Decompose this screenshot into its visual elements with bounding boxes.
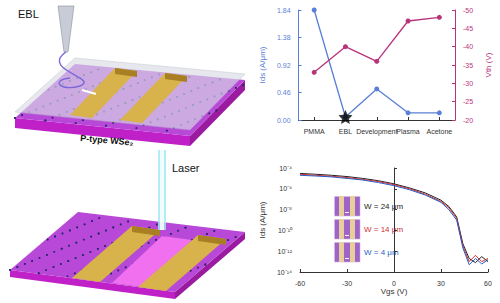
svg-text:Acetone: Acetone: [426, 128, 452, 135]
svg-text:W = 4 μm: W = 4 μm: [364, 248, 399, 257]
svg-text:PMMA: PMMA: [304, 128, 325, 135]
svg-text:EBL: EBL: [18, 8, 39, 20]
svg-text:10⁻⁶: 10⁻⁶: [279, 185, 292, 192]
svg-text:1.38: 1.38: [277, 34, 291, 41]
svg-text:Plasma: Plasma: [396, 128, 419, 135]
svg-text:-50: -50: [463, 7, 473, 14]
svg-text:10⁻¹⁴: 10⁻¹⁴: [277, 269, 292, 276]
svg-text:60: 60: [484, 280, 492, 287]
svg-text:1.84: 1.84: [277, 7, 291, 14]
svg-text:Vth (V): Vth (V): [484, 52, 493, 77]
svg-text:0.46: 0.46: [277, 89, 291, 96]
svg-text:W = 24 μm: W = 24 μm: [364, 202, 403, 211]
svg-text:-20: -20: [463, 117, 473, 124]
svg-text:0.92: 0.92: [277, 62, 291, 69]
svg-text:10⁻¹²: 10⁻¹²: [278, 248, 293, 255]
svg-text:Development: Development: [356, 128, 397, 136]
svg-text:Ids (A/μm): Ids (A/μm): [258, 46, 267, 83]
svg-text:P-type WSe₂: P-type WSe₂: [80, 133, 134, 148]
svg-text:10⁻⁸: 10⁻⁸: [279, 206, 292, 213]
svg-text:0.00: 0.00: [277, 117, 291, 124]
svg-text:Ids (A/μm): Ids (A/μm): [258, 201, 267, 238]
svg-text:-30: -30: [342, 280, 352, 287]
svg-text:W = 14 μm: W = 14 μm: [364, 225, 403, 234]
svg-text:10⁻⁴: 10⁻⁴: [279, 165, 292, 172]
svg-text:EBL: EBL: [339, 128, 352, 135]
svg-text:Vgs (V): Vgs (V): [381, 287, 408, 296]
svg-text:Laser: Laser: [172, 162, 200, 174]
svg-text:-25: -25: [463, 98, 473, 105]
svg-text:-45: -45: [463, 25, 473, 32]
svg-text:10⁻¹⁰: 10⁻¹⁰: [278, 227, 293, 234]
svg-text:30: 30: [437, 280, 445, 287]
svg-text:0: 0: [392, 280, 396, 287]
svg-text:-35: -35: [463, 62, 473, 69]
svg-text:-60: -60: [295, 280, 305, 287]
svg-text:-30: -30: [463, 80, 473, 87]
svg-text:-40: -40: [463, 43, 473, 50]
